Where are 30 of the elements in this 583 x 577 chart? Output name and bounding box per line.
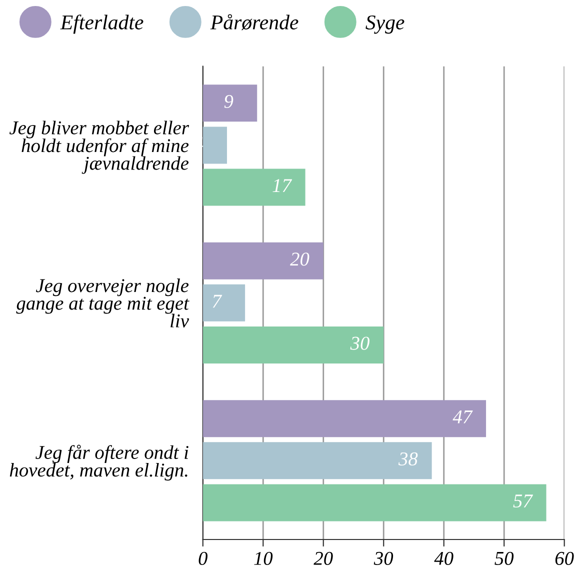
bar (202, 242, 324, 280)
y-tick-label: Jeg bliver mobbet eller holdt udenfor af mine jævnaldrende (9, 120, 190, 174)
data-label: 9 (224, 94, 234, 108)
x-tick-label: 10 (254, 552, 273, 565)
bar (202, 484, 546, 522)
legend-label: Efterladte (60, 14, 144, 34)
data-label: 20 (290, 252, 310, 266)
data-label: 47 (452, 410, 473, 424)
bar (202, 284, 246, 322)
legend-label: Pårørende (210, 14, 298, 30)
x-tick-label: 0 (198, 552, 208, 565)
data-label: 30 (350, 336, 370, 350)
x-tick-label: 60 (555, 552, 574, 565)
bar (202, 326, 384, 364)
bar (202, 442, 432, 480)
legend-label: Syge (366, 15, 404, 34)
x-tick-label: 30 (374, 552, 394, 565)
y-tick-label: Jeg overvejer nogle gange at tage mit eget liv (16, 278, 190, 328)
x-tick-label: 50 (494, 552, 514, 565)
data-label: 38 (398, 452, 418, 466)
x-tick-label: 40 (434, 552, 454, 565)
x-tick-label: 20 (314, 552, 333, 565)
bar (202, 126, 227, 164)
data-label: 17 (272, 179, 292, 192)
bar (202, 400, 486, 438)
bar (202, 84, 258, 122)
data-label: 7 (212, 294, 222, 308)
data-label: 57 (513, 494, 534, 508)
bar (202, 168, 306, 206)
y-tick-label: Jeg får oftere ondt i hovedet, maven el.lign. (10, 444, 188, 481)
